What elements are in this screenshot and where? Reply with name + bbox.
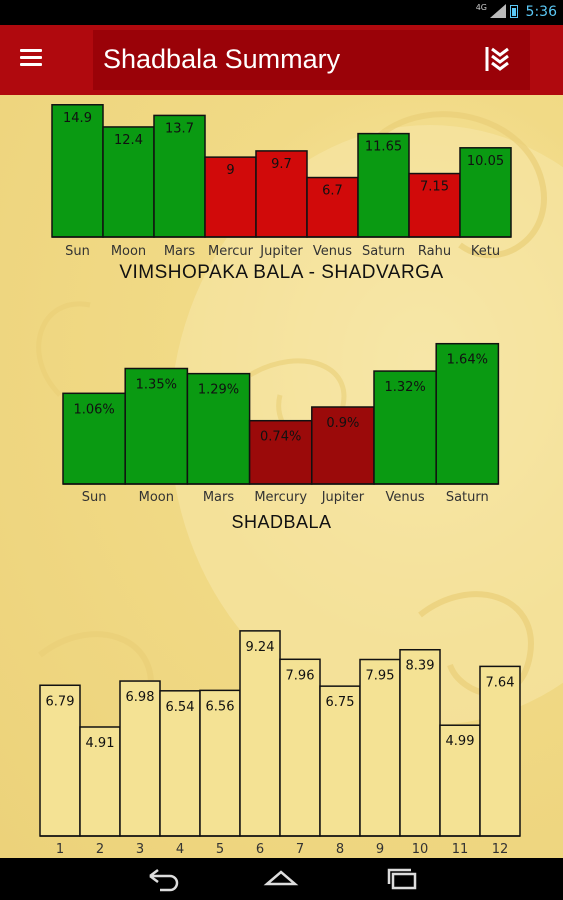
x-tick-label: Mercur (208, 244, 254, 259)
bar-value-label: 7.15 (420, 180, 449, 195)
x-tick-label: Saturn (446, 490, 489, 505)
layers-chevron-icon[interactable] (484, 44, 514, 74)
status-bar: 4G 5:36 (0, 0, 563, 25)
bar (102, 126, 155, 238)
bar (479, 665, 521, 837)
bar (279, 658, 321, 837)
bar-value-label: 11.65 (365, 140, 402, 155)
bar-value-label: 9.24 (246, 640, 275, 655)
x-tick-label: Venus (386, 490, 425, 505)
x-tick-label: 1 (56, 842, 64, 857)
charts-canvas: 14.9 Sun 12.4 Moon 13.7 Mars 9 Mercur 9.7 Jupiter… (39, 104, 521, 857)
x-tick-label: 8 (336, 842, 344, 857)
bar-value-label: 0.9% (326, 416, 359, 431)
bar-value-label: 9.7 (271, 157, 292, 172)
bar-value-label: 10.05 (467, 154, 504, 169)
bar-value-label: 1.35% (136, 378, 177, 393)
x-tick-label: 5 (216, 842, 224, 857)
back-icon[interactable] (142, 866, 182, 892)
x-tick-label: Mars (164, 244, 196, 259)
bar (359, 658, 401, 837)
bar-value-label: 8.39 (406, 659, 435, 674)
bar-value-label: 1.32% (384, 380, 425, 395)
recents-icon[interactable] (383, 866, 423, 892)
bar-value-label: 1.64% (447, 353, 488, 368)
x-tick-label: Saturn (362, 244, 405, 259)
x-tick-label: 6 (256, 842, 264, 857)
bar-value-label: 4.99 (446, 734, 475, 749)
bar-value-label: 7.64 (486, 675, 515, 690)
bar-value-label: 9 (226, 163, 234, 178)
bar-value-label: 6.75 (326, 695, 355, 710)
x-tick-label: Rahu (418, 244, 451, 259)
signal-icon (490, 4, 506, 18)
network-type: 4G (475, 3, 487, 12)
x-tick-label: Moon (111, 244, 146, 259)
bar (319, 685, 361, 837)
x-tick-label: Mars (203, 490, 235, 505)
x-tick-label: 4 (176, 842, 184, 857)
bar (435, 342, 500, 485)
bar-value-label: 6.79 (46, 694, 75, 709)
nav-bar (0, 858, 563, 900)
x-tick-label: Jupiter (321, 490, 365, 505)
bar-value-label: 4.91 (86, 736, 115, 751)
bar-value-label: 7.96 (286, 668, 315, 683)
bar (239, 630, 281, 837)
bar (408, 172, 461, 238)
x-tick-label: Mercury (254, 490, 307, 505)
bar (311, 406, 375, 485)
home-icon[interactable] (261, 866, 301, 892)
x-tick-label: 12 (492, 842, 509, 857)
bar-value-label: 1.06% (73, 402, 114, 417)
x-tick-label: 11 (452, 842, 469, 857)
bar-value-label: 7.95 (366, 669, 395, 684)
x-tick-label: 3 (136, 842, 144, 857)
app-bar: Shadbala Summary (0, 25, 563, 95)
bar-value-label: 6.7 (322, 184, 343, 199)
bar-value-label: 12.4 (114, 133, 143, 148)
bar (399, 648, 441, 837)
bar-value-label: 1.29% (198, 383, 239, 398)
title-box: Shadbala Summary (93, 30, 530, 90)
bar-value-label: 6.98 (126, 690, 155, 705)
bar-value-label: 13.7 (165, 121, 194, 136)
chart-title-shadbala: SHADBALA (231, 512, 332, 532)
bar-value-label: 6.54 (166, 700, 195, 715)
page-title: Shadbala Summary (103, 44, 341, 74)
x-tick-label: Sun (82, 490, 107, 505)
x-tick-label: Sun (65, 244, 90, 259)
bar (373, 370, 437, 485)
bar (153, 114, 206, 238)
bar (186, 372, 251, 485)
clock: 5:36 (525, 4, 557, 20)
bar (62, 392, 126, 485)
x-tick-label: 9 (376, 842, 384, 857)
menu-icon[interactable] (20, 49, 42, 71)
x-tick-label: Jupiter (259, 244, 303, 259)
content-area: 14.9 Sun 12.4 Moon 13.7 Mars 9 Mercur 9.7 Jupiter… (0, 95, 563, 858)
battery-icon (510, 5, 518, 18)
bar (459, 147, 512, 238)
x-tick-label: Venus (313, 244, 352, 259)
x-tick-label: 7 (296, 842, 304, 857)
x-tick-label: 10 (412, 842, 429, 857)
x-tick-label: 2 (96, 842, 104, 857)
bar (255, 150, 308, 238)
bar-value-label: 14.9 (63, 111, 92, 126)
x-tick-label: Moon (139, 490, 174, 505)
chart-title-vimshopaka: VIMSHOPAKA BALA - SHADVARGA (119, 262, 444, 283)
bar (39, 684, 81, 837)
bar-value-label: 6.56 (206, 699, 235, 714)
x-tick-label: Ketu (471, 244, 500, 259)
bar-value-label: 0.74% (260, 430, 301, 445)
